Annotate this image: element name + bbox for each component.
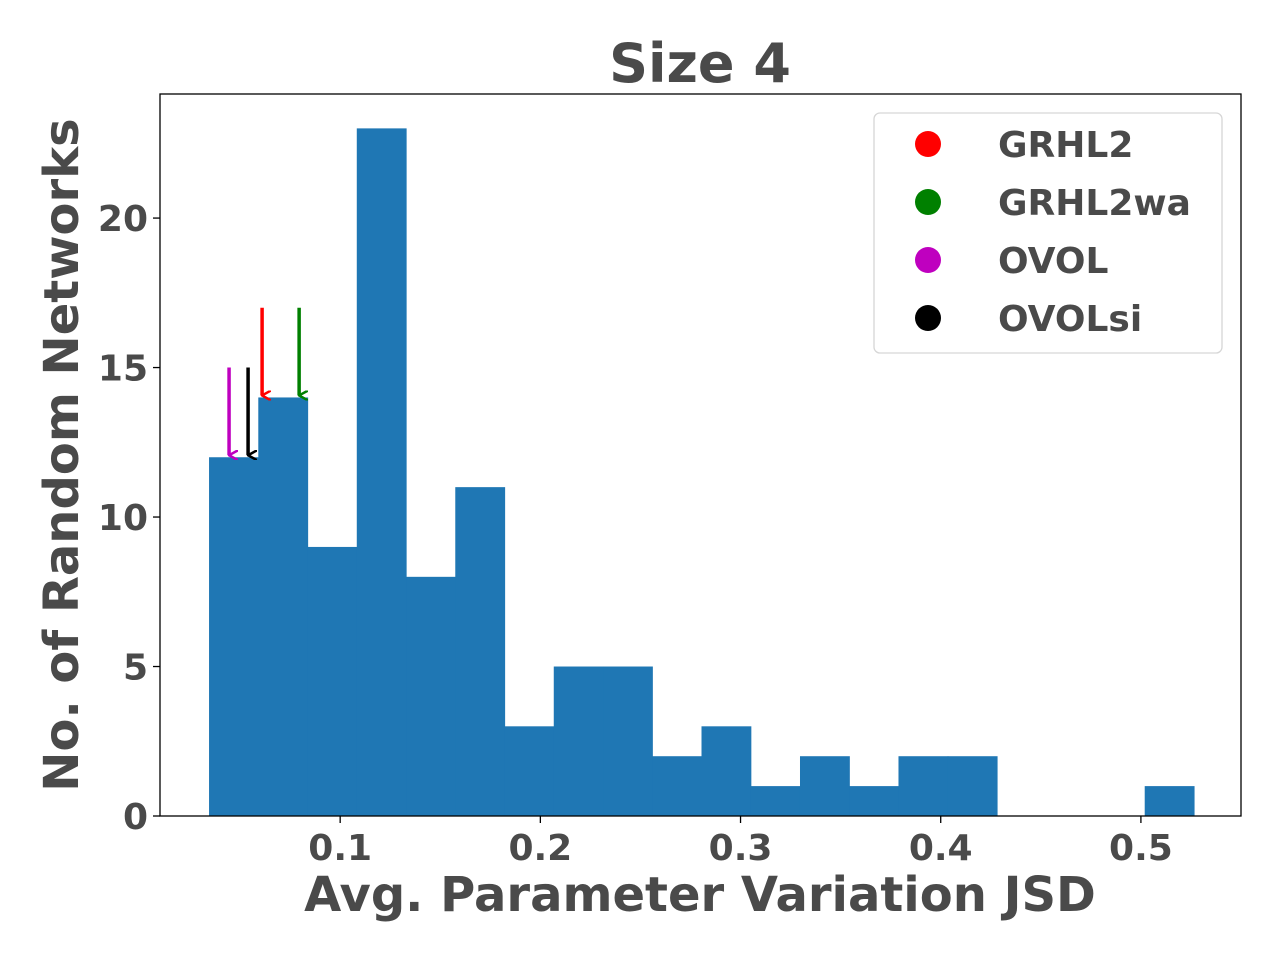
y-tick-label: 0 [123,797,148,838]
histogram-bar [603,666,653,816]
histogram-bar [553,666,604,816]
plot-frame [159,93,1242,817]
legend-swatch [915,131,941,157]
histogram-bar [898,756,949,816]
x-tick-label: 0.2 [508,828,572,869]
histogram-bar [750,786,801,816]
legend-label: OVOL [998,241,1108,282]
histogram-bar [652,756,703,816]
histogram-bar [947,756,998,816]
bars-group [209,128,1195,816]
y-axis-ticks: 0 5 10 15 20 [98,199,160,838]
legend: GRHL2 GRHL2wa OVOL OVOLsi [873,112,1223,354]
x-axis-ticks: 0.1 0.2 0.3 0.4 0.5 [308,816,1173,869]
histogram-bar [799,756,850,816]
histogram-bar [356,128,407,816]
y-tick-label: 15 [98,349,148,390]
histogram-bar [504,726,555,816]
x-tick-label: 0.4 [909,828,973,869]
x-tick-label: 0.1 [308,828,372,869]
legend-swatch [915,189,941,215]
y-tick-label: 10 [98,498,148,539]
x-axis-label: Avg. Parameter Variation JSD [304,867,1096,923]
histogram-bar [701,726,752,816]
x-tick-label: 0.3 [709,828,773,869]
legend-swatch [915,247,941,273]
legend-label: GRHL2wa [998,183,1191,224]
histogram-bar [1144,786,1195,816]
y-tick-label: 5 [123,648,148,689]
chart-title: Size 4 [609,32,791,95]
histogram-bar [455,487,506,816]
histogram-bar [209,457,259,816]
y-axis-label: No. of Random Networks [34,118,90,791]
legend-label: GRHL2 [998,125,1133,166]
histogram-bar [258,397,309,816]
y-tick-label: 20 [98,199,148,240]
histogram-bar [307,546,358,816]
legend-swatch [915,305,941,331]
marker-arrows [227,307,299,455]
legend-box [873,112,1223,354]
legend-label: OVOLsi [998,299,1142,340]
x-tick-label: 0.5 [1109,828,1173,869]
histogram-bar [406,576,456,816]
histogram-bar [849,786,900,816]
